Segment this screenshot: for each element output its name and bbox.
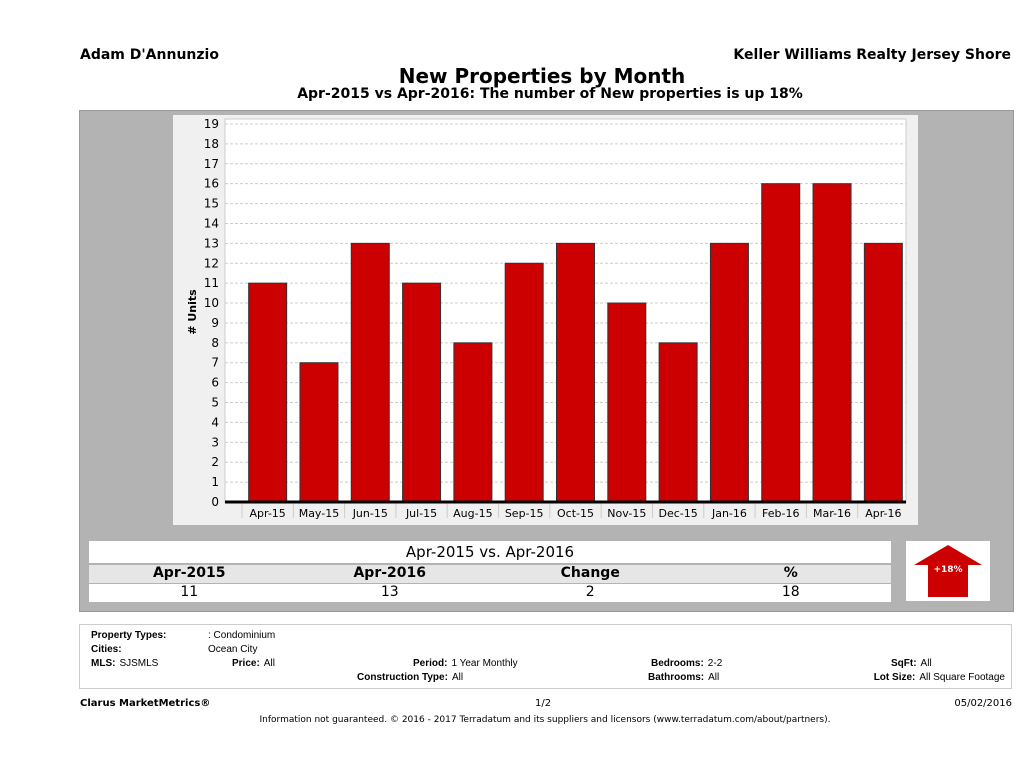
label: Construction Type: [357,672,448,683]
value: : Condominium [208,630,276,641]
x-tick-label: Apr-16 [865,507,901,520]
report-date: 05/02/2016 [954,698,1012,709]
bar-Feb-16 [761,183,801,503]
comparison-values: 11 13 2 18 [89,584,891,602]
x-tick-label: Nov-15 [607,507,646,520]
value: All [708,672,720,683]
value: All [263,658,275,669]
value: 1 Year Monthly [451,658,518,669]
value: All [920,658,932,669]
bar-May-15 [299,362,339,503]
y-tick-label: 8 [211,336,219,350]
filter-sqft: SqFt: All [891,658,932,669]
y-tick-label: 9 [211,316,219,330]
y-tick-label: 12 [204,256,219,270]
label: Lot Size: [873,672,916,683]
y-tick-label: 1 [211,475,219,489]
y-tick-label: 4 [211,415,219,429]
filter-bedrooms: Bedrooms: 2-2 [651,658,722,669]
y-tick-label: 17 [204,157,219,171]
header-end: Apr-2016 [353,565,427,581]
value-percent: 18 [781,584,800,600]
label: Bedrooms: [651,658,704,669]
bar-Aug-15 [453,342,493,503]
y-tick-label: 14 [204,216,219,230]
value: SJSMLS [119,658,159,669]
bar-Dec-15 [658,342,698,503]
x-tick-label: May-15 [299,507,340,520]
header-percent: % [783,565,798,581]
x-tick-label: Sep-15 [505,507,544,520]
label: Cities: [91,644,122,655]
change-badge: +18% [906,541,990,601]
bar-Jul-15 [402,282,442,503]
y-tick-label: 3 [211,435,219,449]
header-change: Change [560,565,620,581]
label: Price: [232,658,260,669]
y-tick-label: 18 [204,137,219,151]
label: Bathrooms: [648,672,705,683]
comparison-title: Apr-2015 vs. Apr-2016 [89,541,891,563]
y-tick-label: 10 [204,296,219,310]
filter-mls: MLS: SJSMLS [91,658,158,669]
bar-Oct-15 [556,242,595,503]
x-tick-label: Mar-16 [813,507,851,520]
bar-Nov-15 [607,302,647,503]
y-tick-label: 0 [211,495,219,509]
bar-Jan-16 [709,242,749,503]
bar-Apr-16 [863,242,903,503]
y-tick-label: 19 [204,117,219,131]
value: 2-2 [707,658,723,669]
disclaimer: Information not guaranteed. © 2016 - 201… [259,715,831,725]
x-tick-label: Aug-15 [453,507,492,520]
value: Ocean City [208,644,258,655]
x-tick-label: Oct-15 [557,507,594,520]
y-tick-label: 6 [211,376,219,390]
bar-chart: Apr-15 May-15 Jun-15 Jul-15 Aug-15 Sep-15 Oct-… [186,117,907,520]
value: All [451,672,464,683]
bar-Sep-15 [504,262,544,503]
y-tick-label: 5 [211,396,219,410]
x-tick-label: Feb-16 [762,507,799,520]
value: All Square Footage [919,672,1005,683]
x-tick-label: Jul-15 [405,507,437,520]
brokerage-name: Keller Williams Realty Jersey Shore [733,47,1011,63]
x-tick-label: Jan-16 [711,507,747,520]
bar-Apr-15 [248,282,288,503]
filter-period: Period: 1 Year Monthly [413,658,518,669]
chart-subtitle: Apr-2015 vs Apr-2016: The number of New … [297,86,803,102]
value-change: 2 [585,584,595,600]
filters-box: Property Types: : Condominium Cities: Oc… [79,624,1012,689]
brand: Clarus MarketMetrics® [80,698,211,709]
y-tick-label: 15 [204,197,219,211]
bar-Jun-15 [350,242,390,503]
y-tick-label: 13 [204,236,219,250]
label: Property Types: [91,630,167,641]
x-tick-label: Apr-15 [250,507,286,520]
x-tick-label: Jun-15 [352,507,388,520]
up-arrow-icon [914,545,982,597]
label: MLS: [91,658,116,669]
header-start: Apr-2015 [152,565,226,581]
label: Period: [413,658,448,669]
filter-lot-size: Lot Size: All Square Footage [874,672,1005,683]
value-start: 11 [180,584,199,600]
filter-price: Price: All [232,658,275,669]
chart-title: New Properties by Month [398,64,686,88]
badge-text: +18% [933,565,963,575]
agent-name: Adam D'Annunzio [80,47,219,63]
filter-construction: Construction Type: All [357,672,463,683]
page-number: 1/2 [535,698,552,709]
comparison-headers: Apr-2015 Apr-2016 Change % [89,565,891,583]
value-end: 13 [380,584,399,600]
filter-bathrooms: Bathrooms: All [648,672,719,683]
label: SqFt: [891,658,917,669]
y-tick-label: 11 [204,276,219,290]
bar-Mar-16 [812,183,852,503]
y-tick-label: 2 [211,455,219,469]
y-axis-label: # Units [186,289,199,335]
x-tick-label: Dec-15 [658,507,697,520]
y-tick-label: 16 [204,177,219,191]
y-tick-label: 7 [211,356,219,370]
